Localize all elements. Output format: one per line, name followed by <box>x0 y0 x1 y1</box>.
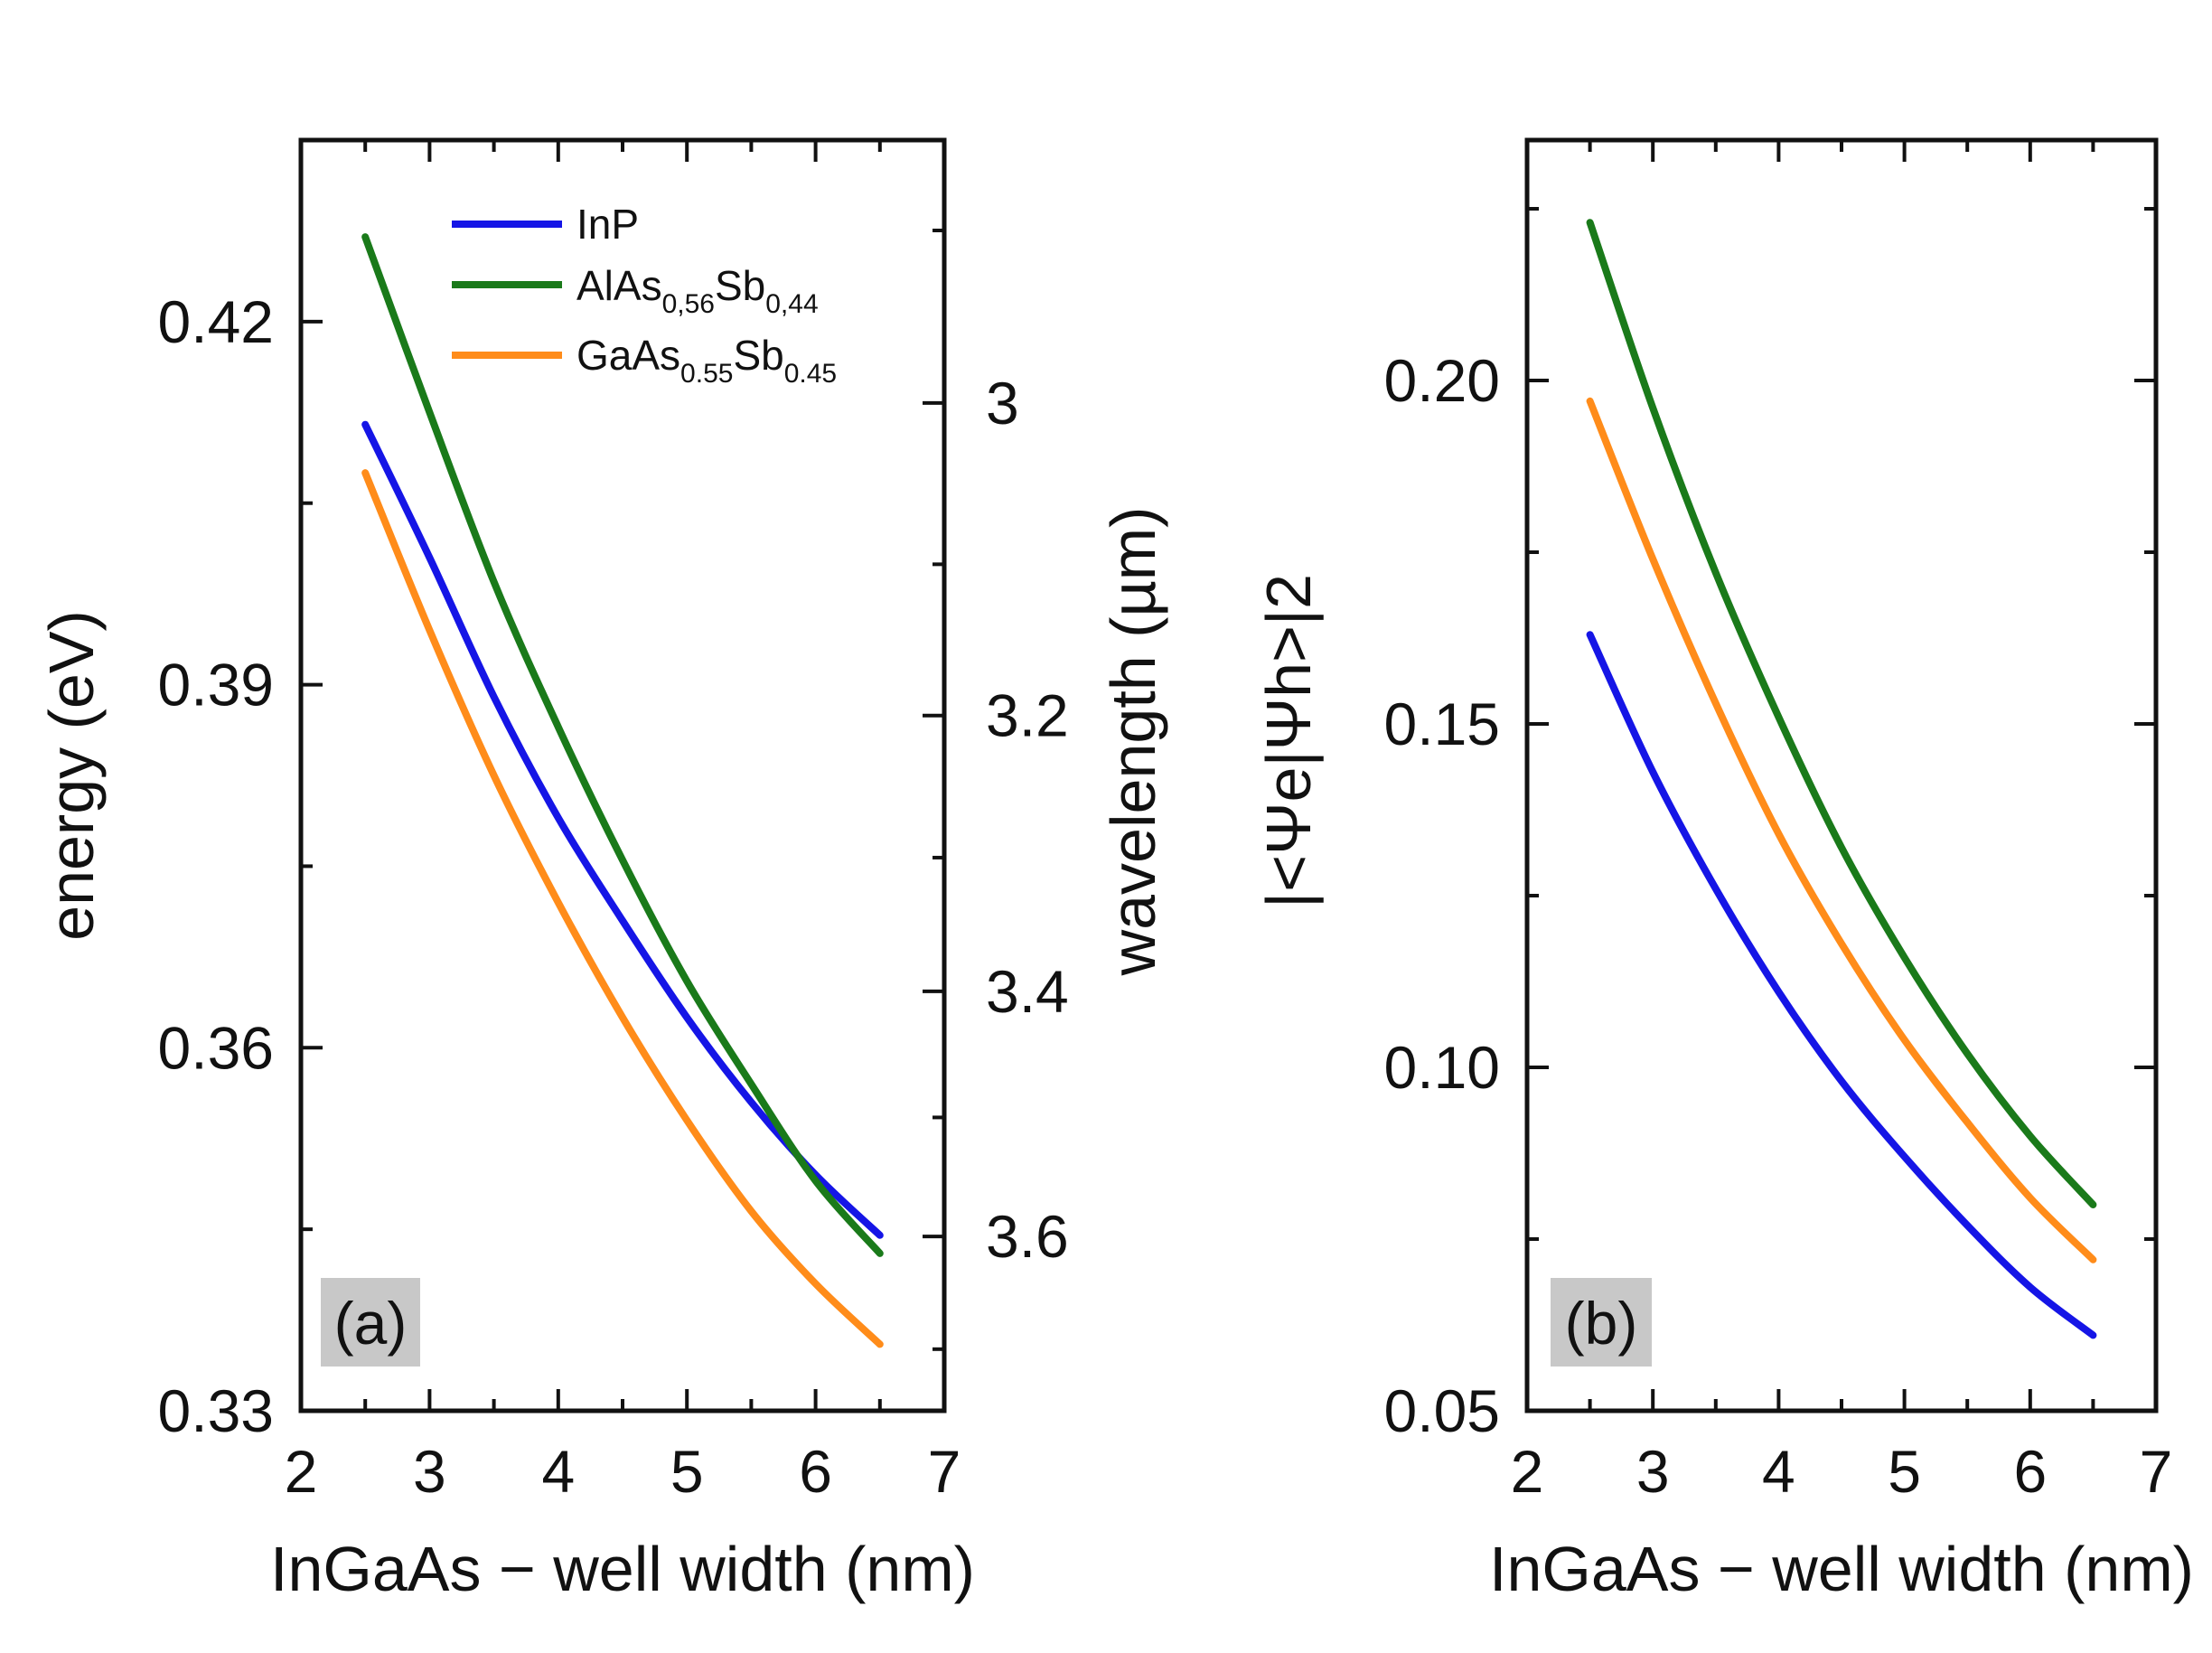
panel-a-x-tick-label: 3 <box>413 1438 446 1505</box>
panel-b-y-axis-label: |<Ψe|Ψh>|2 <box>1253 574 1324 908</box>
panel-b-x-tick-label: 7 <box>2140 1438 2173 1505</box>
panel-a-label-box <box>321 1278 420 1367</box>
panel-a-ticks <box>299 138 946 1413</box>
panel-a-x-tick-label: 6 <box>799 1438 832 1505</box>
panel-b-y-tick-labels: 0.05 0.10 0.15 0.20 <box>1384 347 1500 1444</box>
panel-b: 2 3 4 5 6 7 0.05 0.10 0.15 0.20 InGaAs − well wi… <box>1253 137 2194 1604</box>
panel-a-label: (a) <box>334 1290 408 1357</box>
panel-a-x-tick-label: 4 <box>541 1438 575 1505</box>
legend-alassb-mid: Sb <box>715 262 765 309</box>
legend-inp-text: InP <box>576 201 639 248</box>
panel-a-y-axis-label: energy (eV) <box>36 610 107 941</box>
legend-alassb-sub2: 0,44 <box>765 289 818 319</box>
panel-a-y-tick-label: 0.39 <box>158 652 274 718</box>
panel-b-series-gaas0-55sb0-45 <box>1586 397 2097 1263</box>
panel-b-x-tick-label: 6 <box>2013 1438 2047 1505</box>
legend-gaassb-base: GaAs <box>576 332 680 379</box>
legend-gaassb-mid: Sb <box>733 332 783 379</box>
panel-b-x-axis-label: InGaAs − well width (nm) <box>1489 1534 2194 1604</box>
panel-b-label-box <box>1551 1278 1652 1367</box>
legend-alassb-base: AlAs <box>576 262 662 309</box>
panel-b-y-tick-label: 0.20 <box>1384 347 1500 414</box>
panel-a-x-tick-label: 2 <box>285 1438 318 1505</box>
panel-a-right-axis-label: wavelength (µm) <box>1098 507 1168 977</box>
panel-b-x-tick-label: 4 <box>1762 1438 1795 1505</box>
panel-b-x-tick-labels: 2 3 4 5 6 7 <box>1511 1438 2173 1505</box>
legend-entry-inp: InP <box>576 201 639 248</box>
panel-a-y-tick-label: 0.36 <box>158 1014 274 1081</box>
panel-b-series-inp <box>1586 631 2097 1339</box>
panel-b-x-tick-label: 2 <box>1511 1438 1544 1505</box>
panel-b-y-tick-label: 0.15 <box>1384 690 1500 757</box>
panel-a-right-tick-label: 3.6 <box>986 1203 1069 1270</box>
legend-gaassb-sub2: 0.45 <box>784 359 837 389</box>
panel-a-series-alas0-56sb0-44 <box>361 233 884 1257</box>
panel-b-x-tick-label: 3 <box>1636 1438 1670 1505</box>
legend-alassb-sub1: 0,56 <box>662 289 715 319</box>
panel-a-curves <box>361 233 884 1348</box>
panel-b-label: (b) <box>1565 1290 1638 1357</box>
panel-b-curves <box>1586 219 2097 1339</box>
legend: InP AlAs0,56Sb0,44 GaAs0.55Sb0.45 <box>452 201 837 389</box>
panel-a: 2 3 4 5 6 7 0.33 0.36 0.39 0.42 3 3.2 3.4 3.6 InGaA… <box>36 137 1168 1604</box>
panel-a-right-tick-label: 3 <box>986 370 1019 437</box>
panel-a-x-axis-label: InGaAs − well width (nm) <box>270 1534 975 1604</box>
panel-a-y-tick-label: 0.33 <box>158 1377 274 1444</box>
panel-a-series-gaas0-55sb0-45 <box>361 469 884 1348</box>
panel-a-x-tick-label: 5 <box>670 1438 704 1505</box>
panel-b-series-alas0-56sb0-44 <box>1586 219 2097 1208</box>
legend-entry-alassb: AlAs0,56Sb0,44 <box>576 262 819 319</box>
panel-a-right-tick-label: 3.4 <box>986 958 1069 1025</box>
panel-a-right-tick-labels: 3 3.2 3.4 3.6 <box>986 370 1069 1270</box>
panel-b-y-tick-label: 0.05 <box>1384 1377 1500 1444</box>
legend-gaassb-sub1: 0.55 <box>680 359 733 389</box>
legend-entry-gaassb: GaAs0.55Sb0.45 <box>576 332 837 389</box>
panel-a-y-tick-label: 0.42 <box>158 288 274 355</box>
panel-a-y-tick-labels: 0.33 0.36 0.39 0.42 <box>158 288 274 1444</box>
panel-a-right-tick-label: 3.2 <box>986 682 1069 749</box>
panel-b-ticks <box>1525 140 2158 1413</box>
panel-a-x-tick-label: 7 <box>928 1438 961 1505</box>
panel-b-x-tick-label: 5 <box>1888 1438 1921 1505</box>
panel-a-x-tick-labels: 2 3 4 5 6 7 <box>285 1438 961 1505</box>
panel-b-y-tick-label: 0.10 <box>1384 1034 1500 1101</box>
